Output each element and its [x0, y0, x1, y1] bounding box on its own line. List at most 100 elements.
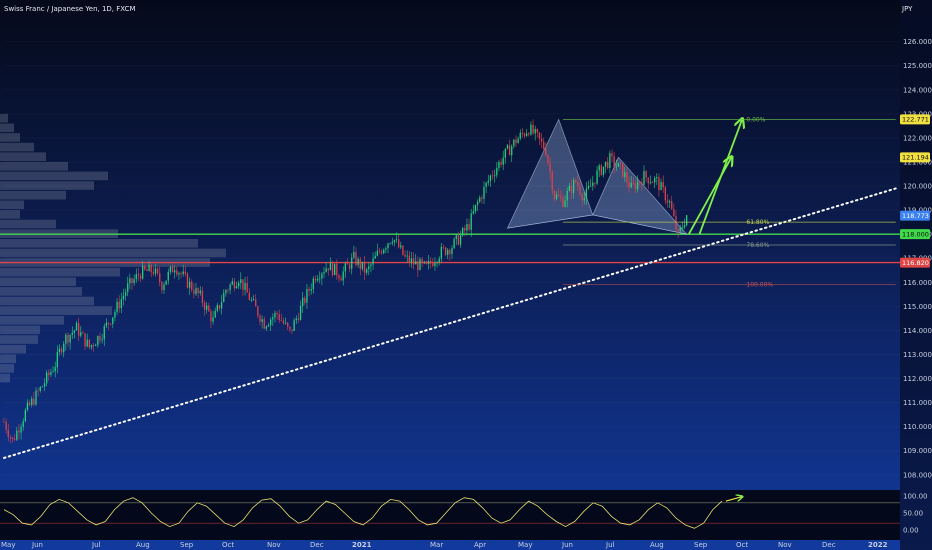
price-tag-box [900, 152, 930, 163]
candle-body [208, 305, 210, 312]
candle-body [464, 228, 466, 231]
candle-body [107, 322, 110, 324]
candle-body [581, 194, 583, 201]
candle-body [387, 243, 389, 249]
candle-body [368, 266, 370, 270]
oscillator-arrow [725, 497, 742, 501]
candle-body [171, 266, 174, 273]
candle-body [137, 274, 140, 276]
candle-body [78, 322, 80, 336]
volume-profile-bar [0, 113, 8, 123]
price-tag-box [900, 210, 930, 221]
candle-body [540, 138, 543, 142]
candle-body [376, 250, 378, 256]
candle-body [594, 182, 596, 184]
candle-body [223, 293, 225, 302]
candle-body [276, 312, 278, 315]
candles [3, 119, 688, 444]
candle-body [543, 141, 545, 149]
candle-body [340, 278, 342, 281]
price-tick-label: 111.000 [903, 399, 932, 407]
candle-body [504, 148, 506, 158]
oscillator-tick-label: 100.00 [903, 493, 928, 501]
candle-body [551, 172, 553, 191]
candle-body [378, 250, 381, 252]
candle-body [474, 204, 477, 212]
candle-body [180, 273, 182, 274]
candle-body [647, 177, 649, 184]
price-tick-label: 123.000 [903, 110, 932, 118]
candle-body [491, 175, 494, 177]
candle-body [570, 185, 573, 193]
candle-body [131, 278, 133, 284]
price-tick-label: 109.000 [903, 447, 932, 455]
candle-body [299, 306, 302, 320]
candle-body [453, 238, 455, 249]
time-tick-label: Dec [822, 541, 836, 549]
candle-body [372, 258, 374, 265]
candle-body [148, 264, 150, 272]
candle-body [291, 329, 293, 331]
candle-body [628, 182, 630, 188]
candle-body [159, 273, 161, 283]
price-tick-label: 124.000 [903, 86, 932, 94]
candle-body [538, 132, 541, 139]
candle-body [585, 188, 588, 199]
candle-body [406, 255, 408, 257]
fib-levels: 0.00% 61.80% 78.60% 100.00% [562, 116, 896, 289]
oscillator-tick-label: 0.00 [903, 527, 919, 535]
candle-body [280, 320, 282, 321]
candle-body [133, 279, 135, 284]
candle-body [65, 334, 67, 344]
candle-body [26, 402, 29, 410]
candle-body [24, 409, 26, 422]
candle-body [178, 273, 180, 275]
candle-body [575, 180, 577, 182]
candle-body [169, 266, 172, 272]
time-tick-label: Sep [694, 541, 708, 549]
candle-body [110, 323, 112, 325]
candle-body [16, 430, 18, 440]
candle-body [389, 243, 391, 245]
candle-body [39, 387, 41, 392]
candle-body [596, 170, 598, 184]
candle-body [242, 279, 244, 290]
candle-body [457, 235, 460, 245]
oscillator-line [3, 497, 723, 529]
candle-body [80, 332, 82, 336]
candle-body [415, 261, 417, 265]
candle-body [312, 278, 314, 290]
candle-body [611, 153, 613, 157]
time-axis: May Jun Jul Aug Sep Oct Nov Dec 2021 Mar Apr May Jun… [1, 541, 888, 549]
candle-body [419, 259, 421, 270]
candle-body [485, 182, 487, 187]
candle-body [500, 161, 502, 165]
candle-body [421, 259, 423, 263]
volume-profile-bar [0, 267, 120, 277]
candle-body [624, 172, 626, 177]
candle-body [116, 301, 118, 312]
candle-body [259, 315, 261, 322]
candle-body [434, 263, 436, 266]
candle-body [195, 288, 197, 295]
candle-body [398, 239, 400, 248]
candle-body [683, 225, 686, 228]
candle-body [310, 289, 312, 291]
candle-body [287, 322, 289, 327]
candle-body [304, 297, 306, 303]
candle-body [673, 209, 675, 217]
volume-profile-bar [0, 277, 76, 287]
candle-body [590, 185, 592, 187]
candle-body [370, 264, 372, 267]
candle-body [284, 322, 287, 324]
candle-body [530, 124, 532, 135]
candle-body [553, 190, 556, 199]
candle-body [272, 317, 274, 320]
candle-body [308, 288, 310, 291]
volume-profile-bar [0, 171, 108, 181]
candle-body [626, 172, 628, 183]
candle-body [84, 333, 86, 347]
candle-body [436, 262, 438, 264]
